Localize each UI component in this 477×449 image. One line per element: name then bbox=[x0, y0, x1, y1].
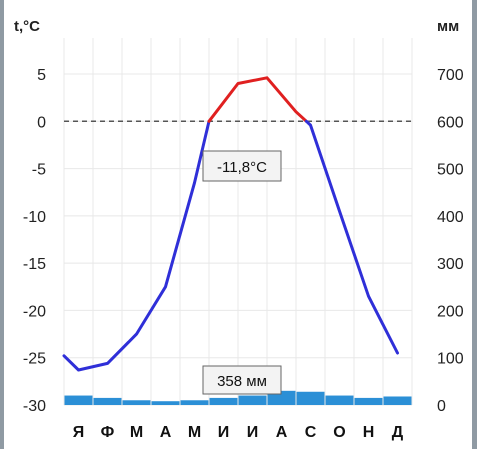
month-label: М bbox=[130, 424, 143, 441]
right-axis-label: мм bbox=[437, 18, 459, 35]
precipitation-bar bbox=[151, 401, 180, 405]
precipitation-bar bbox=[122, 400, 151, 405]
left-tick-label: -25 bbox=[23, 351, 46, 368]
left-tick-label: 0 bbox=[37, 114, 46, 131]
left-tick-label: -10 bbox=[23, 209, 46, 226]
month-label: Ф bbox=[101, 424, 115, 441]
month-label: Д bbox=[392, 424, 404, 441]
grid-lines bbox=[63, 38, 413, 406]
temperature-line bbox=[62, 76, 399, 372]
left-tick-label: -5 bbox=[32, 162, 46, 179]
left-tick-label: -15 bbox=[23, 256, 46, 273]
right-tick-label: 0 bbox=[437, 398, 446, 415]
right-tick-label: 200 bbox=[437, 303, 464, 320]
temperature-line-below-zero bbox=[304, 119, 399, 355]
right-tick-label: 100 bbox=[437, 351, 464, 368]
month-label: Н bbox=[363, 424, 375, 441]
precipitation-bar bbox=[325, 395, 354, 405]
month-label: А bbox=[160, 424, 172, 441]
left-axis-label: t,°C bbox=[14, 18, 40, 35]
right-tick-label: 600 bbox=[437, 114, 464, 131]
month-label: О bbox=[333, 424, 345, 441]
left-axis-ticks: 5 0 -5 -10 -15 -20 -25 -30 bbox=[23, 67, 46, 415]
precipitation-bar bbox=[64, 395, 93, 405]
climate-chart-card: 5 0 -5 -10 -15 -20 -25 -30 700 600 500 400 300 200 10… bbox=[4, 0, 472, 449]
right-tick-label: 300 bbox=[437, 256, 464, 273]
mean-temperature-label: -11,8°C bbox=[217, 159, 267, 176]
month-label: А bbox=[276, 424, 288, 441]
right-tick-label: 700 bbox=[437, 67, 464, 84]
month-label: И bbox=[247, 424, 259, 441]
mean-temperature-annotation: -11,8°C bbox=[202, 150, 282, 182]
left-tick-label: -30 bbox=[23, 398, 46, 415]
right-tick-label: 500 bbox=[437, 162, 464, 179]
month-label: С bbox=[305, 424, 317, 441]
mean-temperature-box bbox=[202, 150, 282, 182]
temperature-line-above-zero bbox=[207, 76, 308, 123]
precipitation-bar bbox=[93, 397, 122, 405]
annual-precipitation-box bbox=[202, 365, 282, 395]
annual-precipitation-label: 358 мм bbox=[217, 373, 267, 390]
precipitation-bars bbox=[64, 390, 412, 405]
precipitation-bar bbox=[354, 397, 383, 405]
annual-precipitation-annotation: 358 мм bbox=[202, 365, 282, 395]
month-label: Я bbox=[73, 424, 85, 441]
precipitation-bar bbox=[383, 396, 412, 405]
month-label: И bbox=[218, 424, 230, 441]
temperature-line-below-zero bbox=[62, 119, 211, 372]
precipitation-bar bbox=[296, 391, 325, 405]
right-tick-label: 400 bbox=[437, 209, 464, 226]
climate-chart: 5 0 -5 -10 -15 -20 -25 -30 700 600 500 400 300 200 10… bbox=[14, 18, 464, 441]
precipitation-bar bbox=[238, 395, 267, 405]
month-label: М bbox=[188, 424, 201, 441]
left-tick-label: -20 bbox=[23, 303, 46, 320]
precipitation-bar bbox=[180, 400, 209, 405]
precipitation-bar bbox=[209, 397, 238, 405]
left-tick-label: 5 bbox=[37, 67, 46, 84]
right-axis-ticks: 700 600 500 400 300 200 100 0 bbox=[437, 67, 464, 415]
